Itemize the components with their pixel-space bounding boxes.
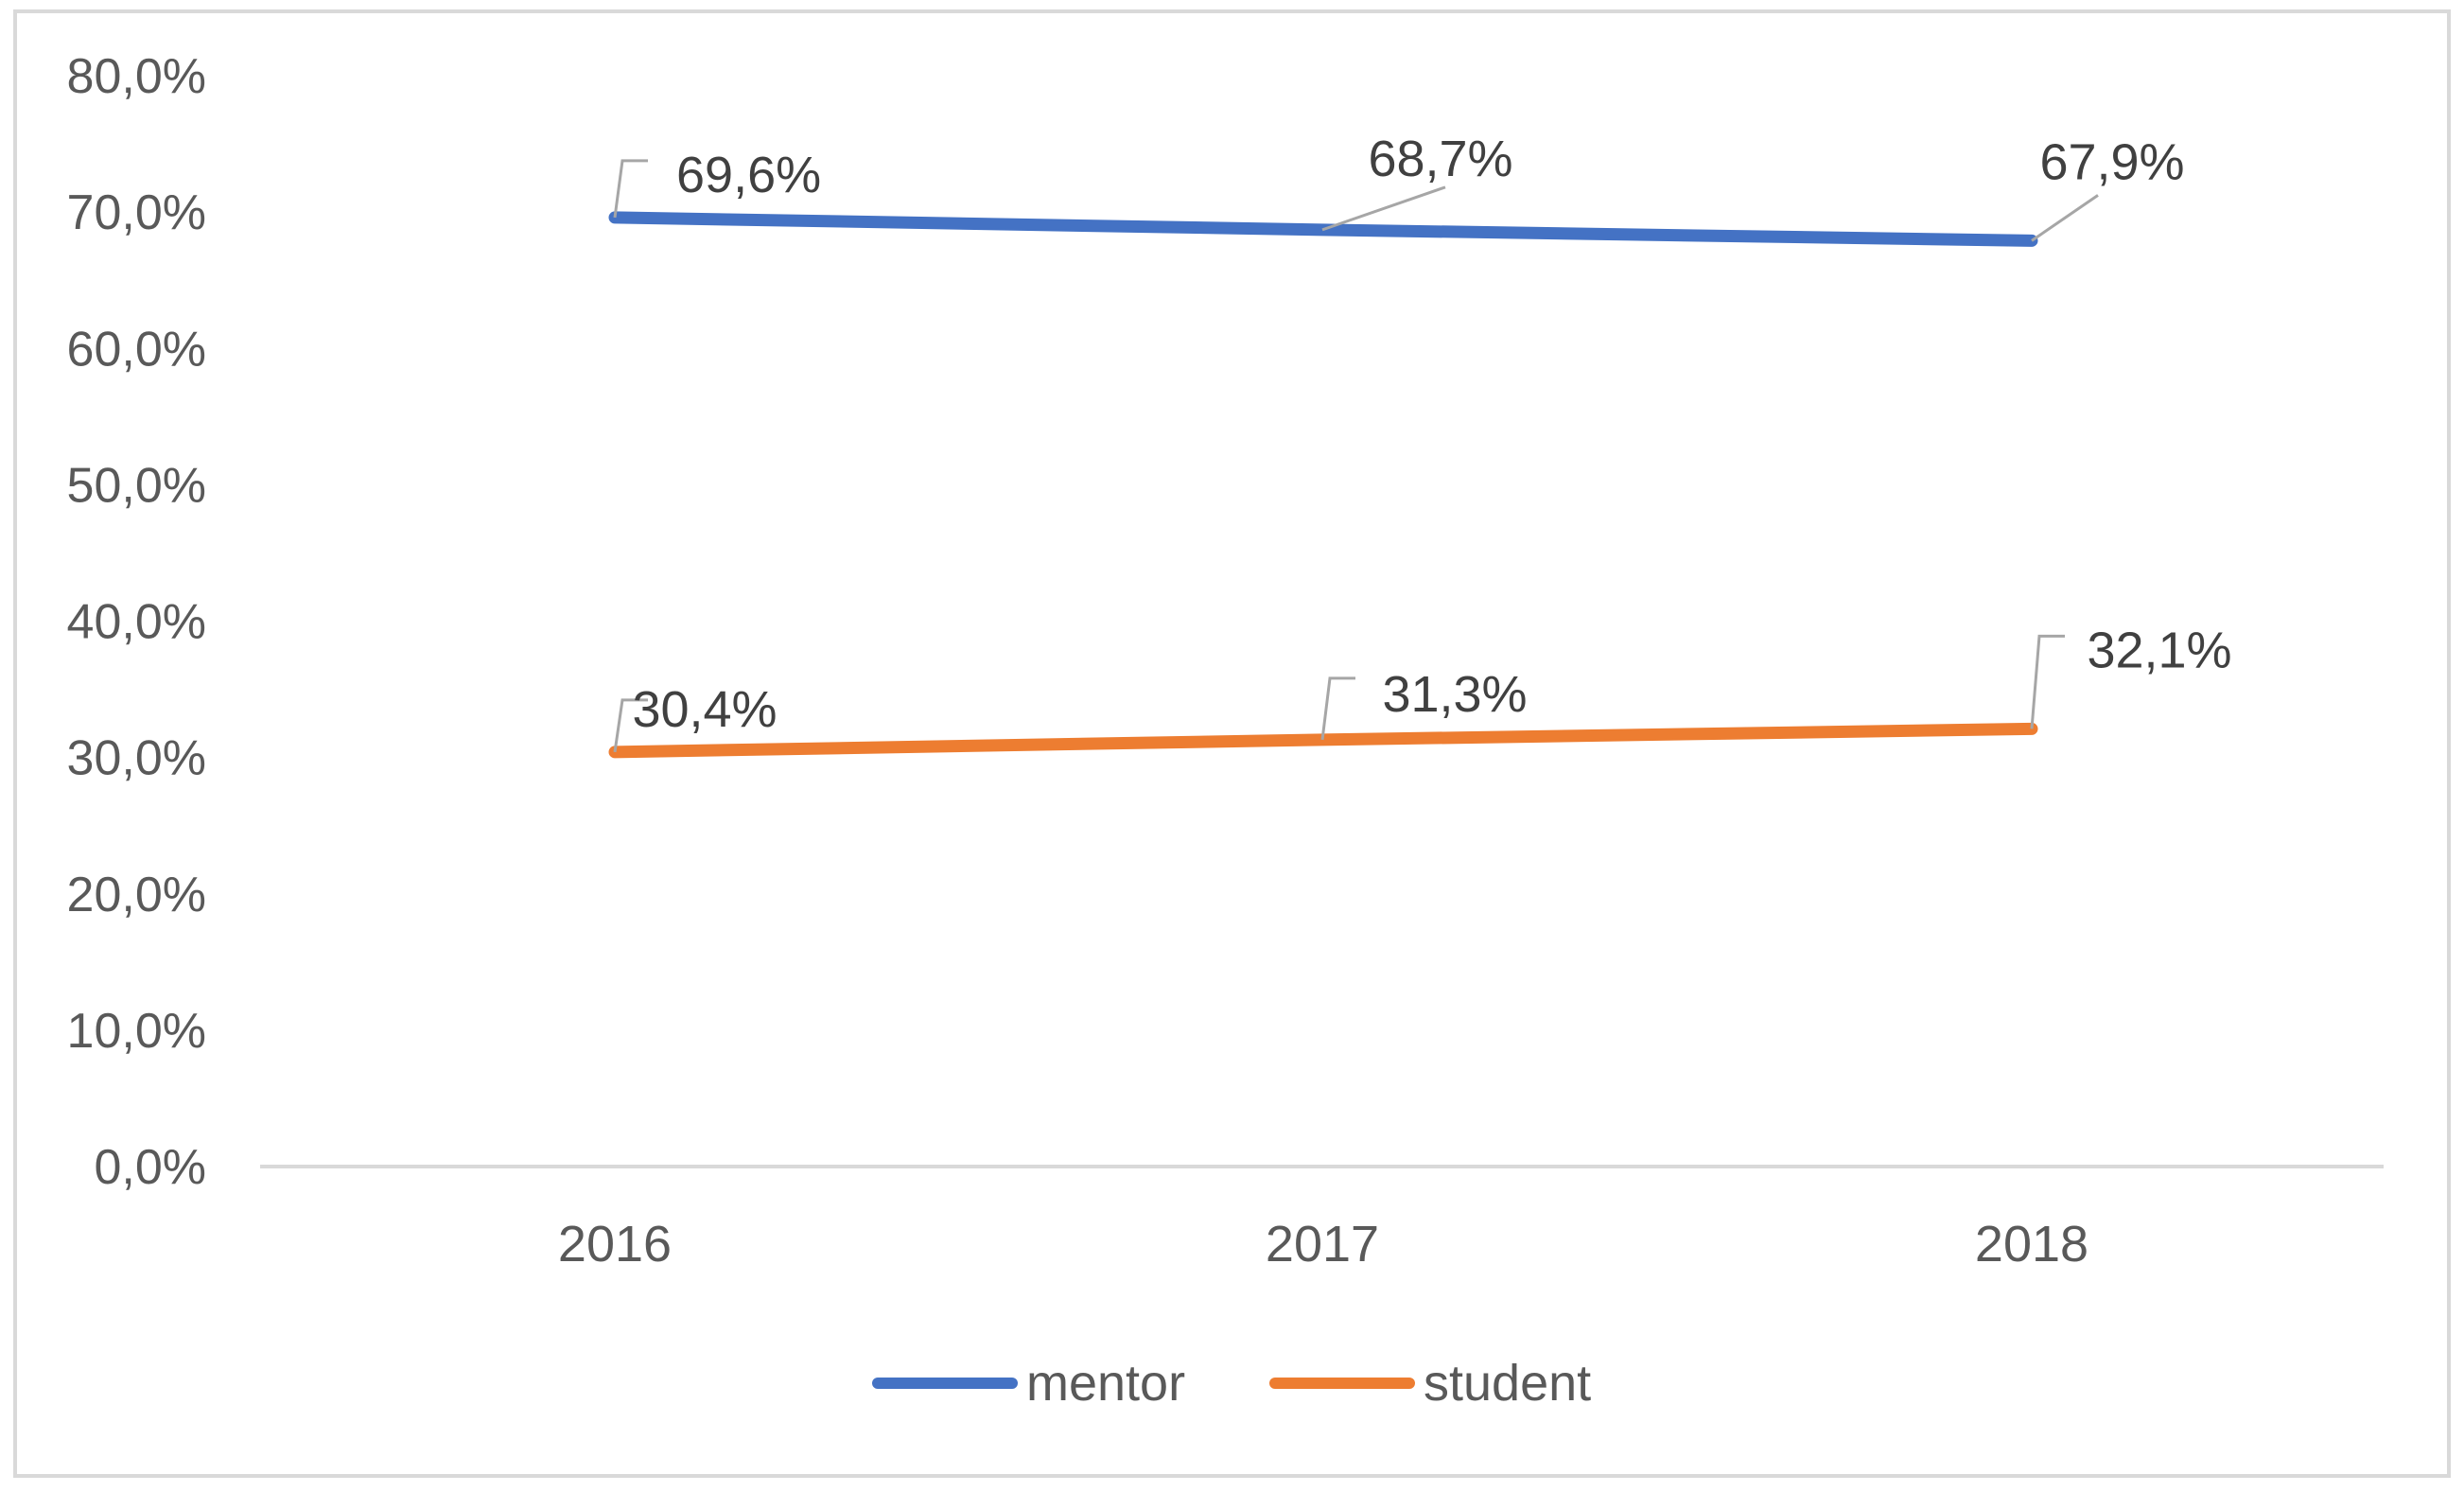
y-tick-label: 20,0% bbox=[67, 868, 206, 922]
y-tick-label: 80,0% bbox=[67, 49, 206, 104]
legend-label-student: student bbox=[1424, 1355, 1591, 1412]
leader-line bbox=[1321, 185, 1446, 232]
y-tick-label: 10,0% bbox=[67, 1004, 206, 1059]
x-axis-ticks: 2016 2017 2018 bbox=[558, 1216, 2088, 1273]
x-tick-label: 2017 bbox=[1266, 1216, 1379, 1273]
y-tick-label: 50,0% bbox=[67, 458, 206, 513]
data-label-mentor: 69,6% bbox=[676, 147, 821, 203]
legend-label-mentor: mentor bbox=[1026, 1355, 1185, 1412]
y-axis-ticks: 0,0% 10,0% 20,0% 30,0% 40,0% 50,0% 60,0% 70,0% 8… bbox=[67, 49, 206, 1195]
leader-line bbox=[613, 698, 648, 753]
y-tick-label: 0,0% bbox=[94, 1140, 206, 1195]
x-tick-label: 2018 bbox=[1975, 1216, 2088, 1273]
data-labels: 69,6% 68,7% 67,9% 30,4% 31,3% 32,1% bbox=[613, 131, 2232, 753]
legend: mentor student bbox=[872, 1355, 1591, 1412]
data-label-student: 31,3% bbox=[1382, 666, 1527, 723]
data-label-mentor: 68,7% bbox=[1368, 131, 1512, 187]
leader-line bbox=[1320, 676, 1355, 741]
data-label-mentor: 67,9% bbox=[2039, 133, 2184, 190]
data-label-student: 30,4% bbox=[632, 681, 777, 738]
y-tick-label: 40,0% bbox=[67, 595, 206, 650]
data-label-student: 32,1% bbox=[2087, 622, 2231, 678]
y-tick-label: 30,0% bbox=[67, 731, 206, 786]
y-tick-label: 60,0% bbox=[67, 322, 206, 377]
leader-line bbox=[2031, 194, 2099, 242]
y-tick-label: 70,0% bbox=[67, 185, 206, 240]
x-tick-label: 2016 bbox=[558, 1216, 672, 1273]
leader-line bbox=[2030, 634, 2065, 729]
leader-line bbox=[613, 159, 648, 219]
